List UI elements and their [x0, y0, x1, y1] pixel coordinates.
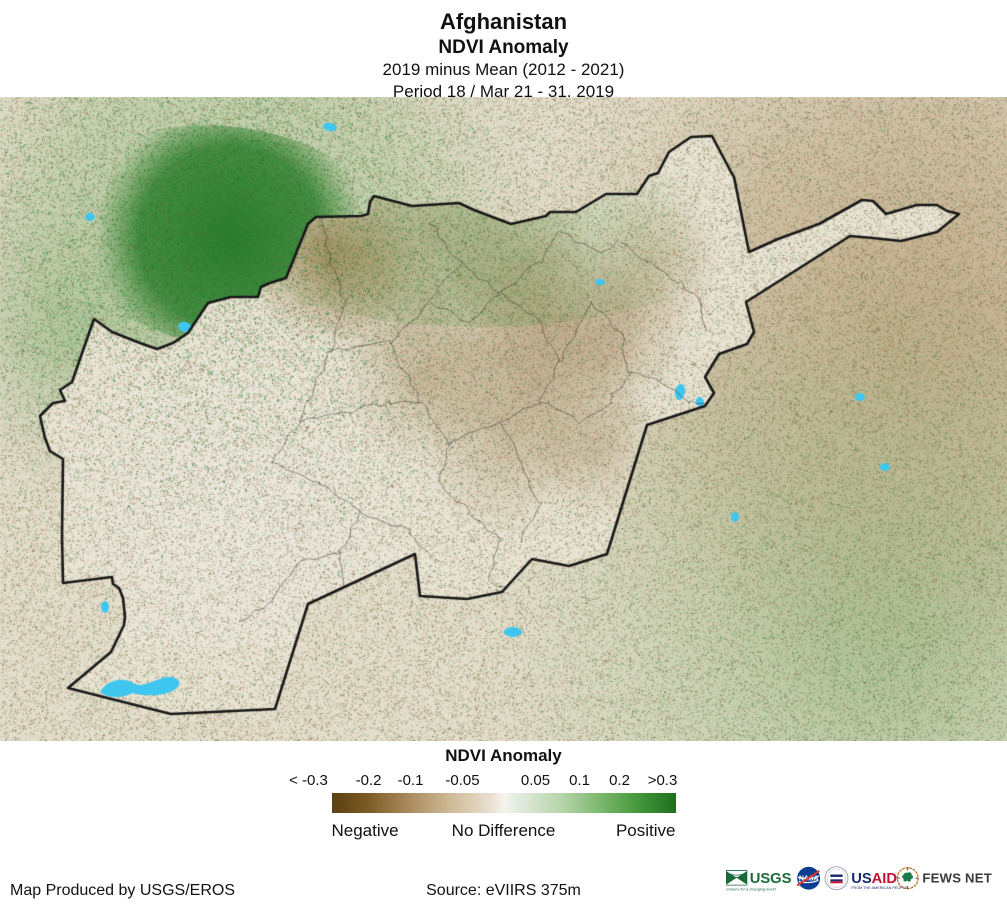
svg-text:science for a changing world: science for a changing world	[726, 886, 776, 891]
svg-text:FROM THE AMERICAN PEOPLE: FROM THE AMERICAN PEOPLE	[851, 886, 908, 890]
svg-text:USGS: USGS	[750, 871, 792, 887]
svg-text:FEWS NET: FEWS NET	[922, 871, 992, 886]
svg-text:USAID: USAID	[851, 871, 897, 887]
